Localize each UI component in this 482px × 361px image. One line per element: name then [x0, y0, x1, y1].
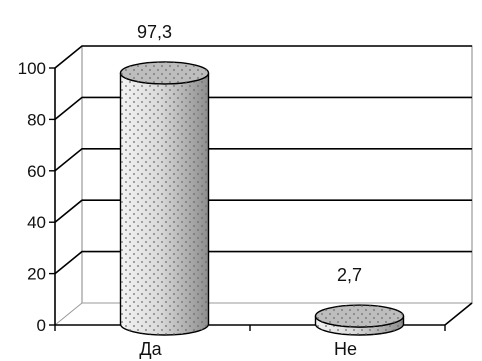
bar-da — [119, 61, 210, 336]
x-axis — [55, 302, 473, 326]
y-tick-label: 80 — [27, 110, 46, 129]
gridline — [54, 148, 472, 172]
gridline — [54, 199, 472, 223]
bar-top-texture — [120, 61, 209, 84]
gridline — [54, 96, 472, 121]
gridline — [54, 45, 472, 69]
bar-texture — [120, 72, 209, 336]
bar-texture — [315, 316, 404, 335]
gridlines — [54, 45, 472, 275]
y-tick-label: 20 — [27, 265, 46, 284]
y-tick-label: 40 — [27, 213, 46, 232]
x-tick-label: Не — [334, 339, 357, 359]
y-tick-label: 100 — [18, 59, 46, 78]
x-tick-label: Да — [139, 339, 162, 359]
y-tick-label: 60 — [27, 162, 46, 181]
labels: 0 20 40 60 80 100 97,3 Да 2,7 Не — [18, 22, 362, 359]
y-tick-label: 0 — [37, 316, 46, 335]
floor — [53, 302, 474, 326]
bars — [119, 61, 405, 336]
bar-top-texture — [315, 305, 404, 328]
data-label: 97,3 — [137, 22, 172, 42]
chart-walls — [53, 45, 474, 326]
data-label: 2,7 — [337, 265, 362, 285]
bar-ne — [314, 304, 405, 336]
gridline — [54, 250, 472, 275]
